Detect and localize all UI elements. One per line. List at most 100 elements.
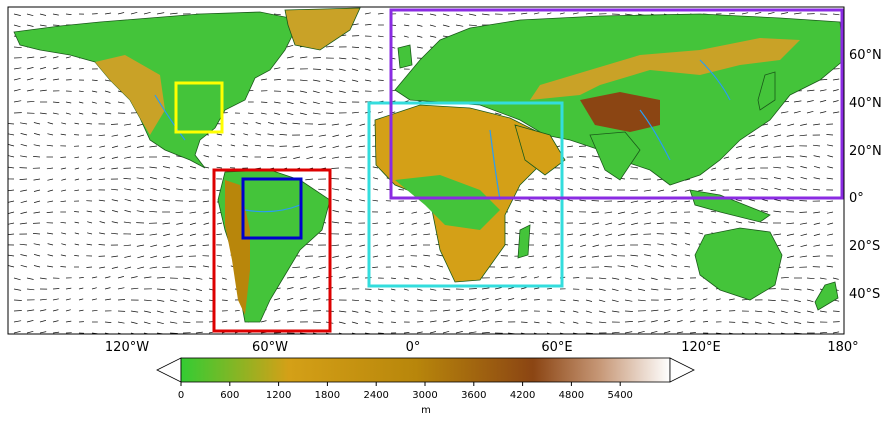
wind-arrow [143, 310, 151, 313]
wind-arrow [533, 276, 539, 279]
wind-arrow [403, 310, 410, 313]
wind-arrow [61, 122, 67, 125]
wind-arrow [273, 112, 280, 115]
wind-arrow [47, 189, 54, 192]
wind-arrow [468, 308, 476, 312]
wind-arrow [13, 310, 22, 312]
wind-arrow [657, 254, 665, 257]
wind-arrow [91, 79, 98, 81]
lon-label-0: 0° [406, 340, 421, 355]
wind-arrow [826, 177, 834, 180]
wind-arrow [455, 298, 464, 301]
wind-arrow [280, 156, 288, 159]
wind-arrow [611, 299, 619, 303]
wind-arrow [410, 244, 418, 246]
wind-arrow [631, 211, 639, 215]
wind-arrow [773, 210, 782, 213]
wind-arrow [773, 233, 782, 236]
wind-arrow [364, 79, 372, 82]
wind-arrow [377, 111, 383, 114]
wind-arrow [13, 299, 22, 301]
wind-arrow [398, 211, 405, 214]
lon-label-120w: 120°W [105, 340, 149, 355]
wind-arrow [411, 265, 418, 268]
wind-arrow [774, 123, 782, 127]
wind-arrow [676, 320, 683, 323]
wind-arrow [331, 123, 340, 126]
wind-arrow [156, 277, 165, 279]
lat-label-60n: 60°N [849, 48, 882, 63]
wind-arrow [47, 122, 54, 125]
colorbar-tick-label: 4800 [559, 390, 584, 401]
wind-arrow [137, 198, 145, 202]
wind-arrow [112, 145, 119, 148]
wind-arrow [188, 266, 197, 268]
wind-arrow [99, 210, 106, 213]
wind-arrow [273, 298, 281, 301]
wind-arrow [39, 331, 47, 334]
wind-arrow [592, 188, 600, 191]
wind-arrow [411, 211, 418, 214]
wind-arrow [377, 288, 384, 291]
wind-arrow [78, 90, 84, 93]
wind-arrow [630, 189, 639, 192]
wind-arrow [312, 90, 320, 94]
wind-arrow [47, 243, 54, 246]
wind-arrow [399, 233, 405, 236]
lat-label-0: 0° [849, 191, 864, 206]
wind-arrow [13, 13, 21, 16]
wind-arrow [423, 254, 431, 257]
wind-arrow [162, 199, 171, 202]
wind-arrow [338, 287, 347, 290]
wind-arrow [559, 299, 566, 301]
wind-arrow [468, 24, 477, 27]
wind-arrow [345, 188, 353, 191]
wind-arrow [292, 266, 301, 269]
wind-arrow [306, 156, 314, 160]
wind-arrow [819, 277, 827, 280]
wind-arrow [325, 90, 333, 94]
wind-arrow [156, 288, 165, 290]
wind-arrow [52, 24, 60, 26]
wind-arrow [618, 211, 626, 214]
wind-arrow [398, 244, 405, 247]
wind-arrow [663, 320, 671, 323]
wind-arrow [202, 200, 210, 203]
wind-arrow [26, 288, 35, 291]
wind-arrow [8, 123, 15, 125]
wind-arrow [299, 101, 307, 105]
wind-arrow [286, 90, 295, 93]
wind-arrow [663, 277, 671, 280]
wind-arrow [182, 310, 190, 313]
wind-arrow [286, 287, 294, 290]
wind-arrow [832, 331, 840, 334]
wind-arrow [202, 265, 210, 268]
wind-arrow [592, 176, 600, 180]
wind-arrow [346, 134, 353, 137]
map-frame-border [7, 6, 845, 335]
wind-arrow [150, 244, 158, 248]
wind-arrow [546, 288, 552, 290]
wind-arrow [657, 265, 665, 268]
region-box-cyan [367, 101, 564, 288]
wind-arrow [20, 200, 28, 204]
wind-arrow [162, 255, 171, 258]
wind-arrow [372, 222, 379, 225]
wind-arrow [203, 222, 210, 225]
wind-arrow [748, 221, 756, 224]
wind-arrow [423, 233, 431, 236]
wind-arrow [312, 57, 321, 59]
wind-arrow [670, 232, 678, 235]
wind-arrow [572, 277, 580, 279]
wind-arrow [351, 57, 359, 60]
wind-arrow [403, 288, 409, 291]
wind-arrow [123, 123, 132, 126]
wind-arrow [812, 255, 821, 257]
wind-arrow [137, 134, 145, 138]
wind-arrow [292, 145, 301, 148]
wind-arrow [429, 24, 436, 27]
wind-arrow [52, 13, 59, 16]
wind-arrow [585, 12, 593, 15]
wind-arrow [111, 156, 119, 159]
wind-arrow [617, 233, 626, 236]
